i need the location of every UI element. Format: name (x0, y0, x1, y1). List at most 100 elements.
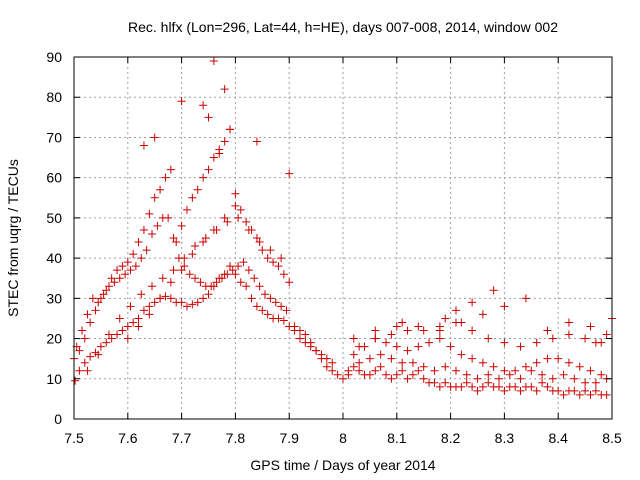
x-tick-label: 8.3 (495, 430, 515, 446)
data-point (145, 310, 154, 319)
data-point (252, 234, 261, 242)
data-point (188, 250, 197, 259)
data-point (215, 149, 224, 158)
data-point (107, 334, 116, 343)
data-point (527, 382, 536, 391)
data-point (166, 165, 175, 174)
data-point (414, 366, 423, 375)
data-point (478, 382, 487, 391)
data-point (473, 386, 482, 395)
data-point (123, 258, 132, 267)
data-point (602, 390, 611, 399)
data-point (355, 358, 364, 367)
data-point (489, 362, 498, 371)
data-point (199, 173, 208, 182)
data-point (349, 350, 358, 359)
data-point (500, 386, 509, 395)
data-point (78, 326, 87, 335)
y-tick-label: 60 (46, 170, 62, 186)
data-point (312, 346, 321, 355)
x-tick-label: 7.7 (172, 430, 192, 446)
data-point (559, 390, 568, 399)
data-point (71, 376, 80, 385)
data-point (191, 242, 200, 251)
data-point (177, 266, 186, 275)
data-point (161, 173, 170, 182)
data-point (392, 342, 401, 351)
data-point (169, 266, 178, 275)
data-point (457, 318, 466, 327)
data-point (355, 342, 364, 351)
data-point (228, 266, 237, 275)
data-point (172, 238, 181, 247)
y-tick-label: 80 (46, 89, 62, 105)
data-point (457, 382, 466, 391)
data-point (559, 370, 568, 379)
data-point (285, 278, 294, 287)
data-point (398, 366, 407, 375)
data-point (570, 374, 579, 383)
data-point (107, 274, 116, 283)
data-point (180, 254, 189, 263)
data-point (371, 366, 380, 375)
data-point (398, 318, 407, 327)
data-point (478, 310, 487, 319)
data-point (500, 338, 509, 347)
data-point (217, 274, 226, 283)
data-point (451, 306, 460, 315)
data-point (236, 278, 245, 287)
data-point (328, 366, 337, 375)
y-tick-label: 20 (46, 331, 62, 347)
data-point (371, 326, 380, 335)
data-point (516, 342, 525, 351)
data-point (134, 238, 143, 247)
data-point (188, 193, 197, 202)
data-point (99, 290, 108, 299)
data-point (500, 366, 509, 375)
data-point (137, 254, 146, 263)
data-point (207, 282, 216, 291)
data-point (430, 378, 439, 387)
data-point (295, 326, 304, 335)
y-tick-label: 10 (46, 371, 62, 387)
data-point (398, 358, 407, 367)
data-point (408, 370, 417, 379)
data-point (564, 318, 573, 327)
data-point (80, 334, 89, 343)
x-tick-label: 7.9 (279, 430, 299, 446)
data-point (145, 209, 154, 218)
data-point (457, 350, 466, 359)
y-tick-label: 0 (54, 411, 62, 427)
data-point (554, 354, 563, 363)
data-point (322, 362, 331, 371)
data-point (435, 334, 444, 343)
data-point (94, 350, 103, 359)
data-point (209, 153, 218, 162)
data-point (150, 133, 159, 142)
data-point (80, 358, 89, 367)
data-point (505, 370, 514, 379)
data-point (234, 213, 243, 222)
y-axis-label: STEC from uqrg / TECUs (5, 159, 21, 317)
data-point (102, 338, 111, 347)
data-point (484, 370, 493, 379)
data-point (242, 217, 251, 226)
data-point (96, 342, 105, 351)
data-point (484, 378, 493, 387)
data-point (430, 366, 439, 375)
data-point (301, 330, 310, 339)
data-point (570, 386, 579, 395)
data-point (231, 201, 240, 210)
data-point (139, 306, 148, 315)
data-point (285, 169, 294, 178)
data-point (239, 258, 248, 267)
data-point (564, 358, 573, 367)
data-point (199, 238, 208, 247)
data-point (500, 302, 509, 311)
data-point (142, 246, 151, 255)
data-point (244, 225, 253, 234)
data-point (532, 338, 541, 347)
data-point (532, 358, 541, 367)
data-point (96, 294, 105, 303)
data-point (150, 298, 159, 307)
